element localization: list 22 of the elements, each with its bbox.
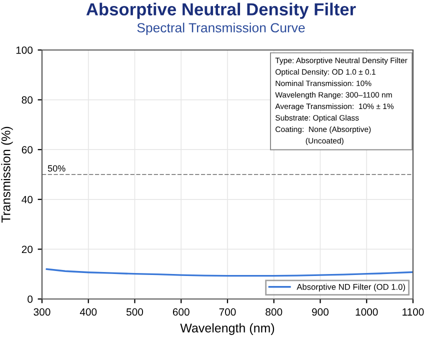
x-tick-label: 700 — [219, 308, 236, 316]
chart-title: Absorptive Neutral Density Filter — [86, 2, 356, 19]
x-axis-title: Wavelength (nm) — [180, 323, 274, 335]
x-tick-label: 500 — [126, 308, 144, 316]
x-tick-label: 900 — [312, 308, 329, 316]
x-tick-label: 600 — [172, 308, 190, 316]
x-tick-label: 300 — [34, 308, 50, 316]
legend-label: Absorptive ND Filter (OD 1.0) — [296, 284, 405, 292]
x-tick-label: 400 — [80, 308, 97, 316]
chart-subtitle: Spectral Transmission Curve — [137, 22, 305, 36]
y-axis-title: Transmission (%) — [1, 126, 13, 223]
y-tick-label: 80 — [22, 96, 33, 104]
y-tick-label: 0 — [28, 296, 33, 303]
x-tick-label: 1100 — [402, 308, 424, 316]
x-tick-label: 800 — [266, 308, 282, 316]
line-series — [46, 268, 413, 277]
y-tick-label: 60 — [22, 146, 33, 154]
y-tick-label: 40 — [22, 196, 33, 204]
y-tick-label: 100 — [16, 46, 33, 54]
ref-line-label: 50% — [48, 165, 66, 172]
x-tick-label: 1000 — [356, 308, 378, 316]
y-tick-label: 20 — [22, 246, 33, 254]
